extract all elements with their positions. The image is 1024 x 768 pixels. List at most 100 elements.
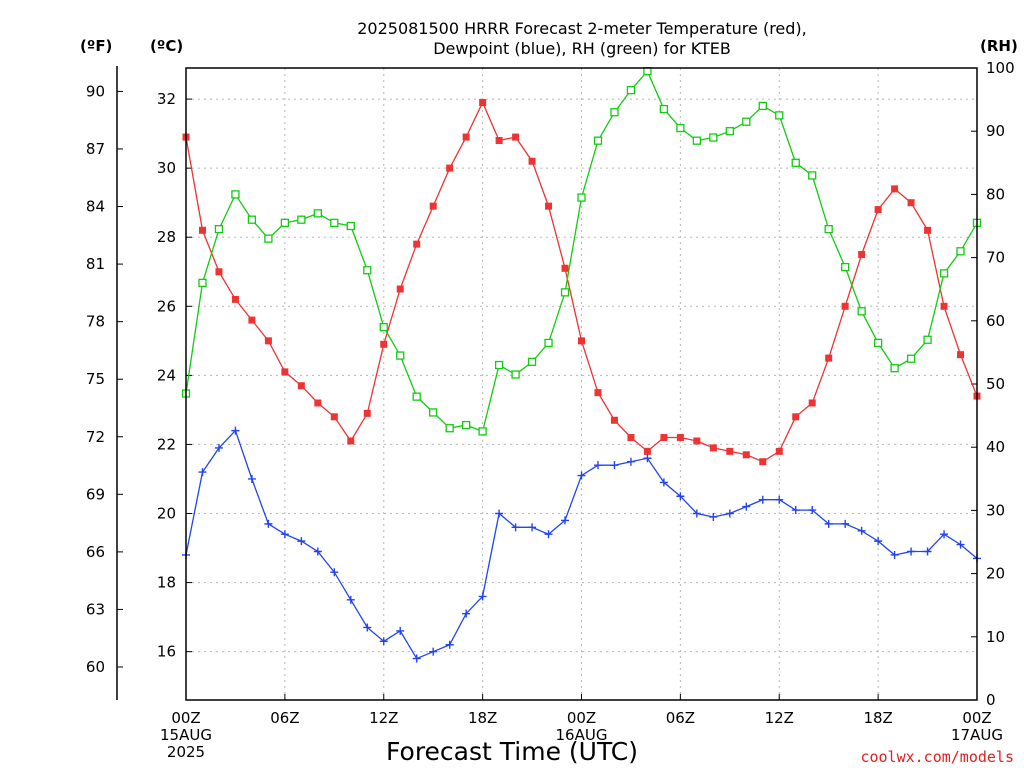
rh-tick-label: 70 <box>986 249 1005 267</box>
rh-point <box>692 136 702 145</box>
temperature-point <box>858 250 866 258</box>
rh-tick-label: 10 <box>986 628 1005 646</box>
rh-tick-label: 60 <box>986 312 1005 330</box>
dewpoint-point <box>725 509 734 518</box>
temperature-point <box>792 413 800 421</box>
fahrenheit-tick-label: 87 <box>86 140 105 158</box>
rh-tick-label: 100 <box>986 59 1015 77</box>
rh-tick-label: 90 <box>986 122 1005 140</box>
temperature-point <box>627 434 635 442</box>
temperature-series <box>182 99 981 466</box>
celsius-tick-label: 32 <box>157 90 176 108</box>
celsius-axis-label: (ºC) <box>150 37 183 55</box>
rh-point <box>791 158 800 167</box>
celsius-tick-label: 26 <box>157 297 176 315</box>
dewpoint-point <box>511 523 520 532</box>
rh-point <box>297 215 306 224</box>
plot-frame <box>185 67 978 701</box>
rh-point <box>923 335 932 344</box>
rh-point <box>725 127 734 136</box>
dewpoint-point <box>907 547 916 556</box>
dewpoint-point <box>659 478 668 487</box>
fahrenheit-tick-label: 69 <box>86 485 105 503</box>
rh-point <box>412 392 421 401</box>
celsius-tick-label: 22 <box>157 435 176 453</box>
dewpoint-point <box>561 516 570 525</box>
celsius-axis-ticks: 16 18 20 22 24 26 28 30 32 <box>157 90 192 661</box>
dewpoint-point <box>923 547 932 556</box>
dewpoint-series <box>182 426 981 663</box>
rh-tick-label: 50 <box>986 375 1005 393</box>
temperature-point <box>281 368 289 376</box>
fahrenheit-axis-label: (ºF) <box>80 37 112 55</box>
rh-point <box>478 427 487 436</box>
time-tick-label: 06Z <box>666 709 695 727</box>
rh-point <box>445 424 454 433</box>
temperature-point <box>446 164 454 172</box>
dewpoint-point <box>808 506 817 515</box>
rh-point <box>626 85 636 95</box>
temperature-point <box>610 416 618 424</box>
rh-axis-label: (RH) <box>980 37 1018 55</box>
temperature-point <box>413 240 421 248</box>
rh-point <box>198 278 207 288</box>
dewpoint-point <box>330 568 339 577</box>
dewpoint-point <box>280 530 289 539</box>
dewpoint-point <box>758 495 767 504</box>
time-tick-label: 06Z <box>270 709 299 727</box>
temperature-line <box>185 100 978 463</box>
dewpoint-point <box>478 592 487 601</box>
rh-tick-label: 0 <box>986 691 996 709</box>
temperature-point <box>825 354 833 362</box>
time-tick-label: 12Z <box>369 709 398 727</box>
celsius-tick-label: 20 <box>157 505 176 523</box>
dewpoint-point <box>231 426 240 435</box>
temperature-point <box>479 99 487 107</box>
temperature-point <box>380 340 388 348</box>
rh-point <box>873 338 883 348</box>
dewpoint-point <box>709 512 718 521</box>
dewpoint-point <box>956 540 965 549</box>
rh-tick-label: 30 <box>986 501 1005 519</box>
temperature-point <box>545 202 553 210</box>
temperature-point <box>775 447 783 455</box>
rh-point <box>214 225 224 234</box>
dewpoint-point <box>198 468 207 477</box>
celsius-tick-label: 28 <box>157 228 176 246</box>
temperature-point <box>726 447 734 455</box>
temperature-point <box>215 268 223 276</box>
temperature-point <box>462 133 470 141</box>
fahrenheit-tick-label: 78 <box>86 313 105 331</box>
dewpoint-point <box>445 640 454 649</box>
dewpoint-point <box>346 595 355 604</box>
rh-point <box>709 133 718 142</box>
temperature-point <box>676 434 684 442</box>
rh-point <box>396 351 405 360</box>
dewpoint-point <box>676 492 685 501</box>
dewpoint-point <box>495 509 504 518</box>
time-tick-label: 00Z <box>567 709 596 727</box>
temperature-point <box>578 337 585 345</box>
fahrenheit-tick-label: 60 <box>86 658 105 676</box>
fahrenheit-tick-label: 84 <box>86 198 105 216</box>
fahrenheit-tick-label: 81 <box>86 255 105 273</box>
temperature-point <box>594 389 602 397</box>
celsius-tick-label: 30 <box>157 159 176 177</box>
rh-tick-label: 40 <box>986 438 1005 456</box>
rh-point <box>906 354 916 363</box>
rh-point <box>742 117 751 126</box>
dewpoint-point <box>692 509 701 518</box>
temperature-point <box>264 337 272 345</box>
fahrenheit-tick-label: 90 <box>86 82 105 100</box>
dewpoint-point <box>577 471 586 480</box>
dewpoint-point <box>396 626 405 635</box>
time-tick-label: 00Z <box>962 709 991 727</box>
rh-point <box>429 408 438 417</box>
temperature-point <box>495 137 503 145</box>
credit-text: coolwx.com/models <box>860 748 1014 766</box>
dewpoint-point <box>264 519 273 528</box>
title-line-2: Dewpoint (blue), RH (green) for KTEB <box>433 39 731 58</box>
rh-point <box>775 111 784 120</box>
dewpoint-point <box>462 609 471 618</box>
rh-point <box>379 322 388 332</box>
